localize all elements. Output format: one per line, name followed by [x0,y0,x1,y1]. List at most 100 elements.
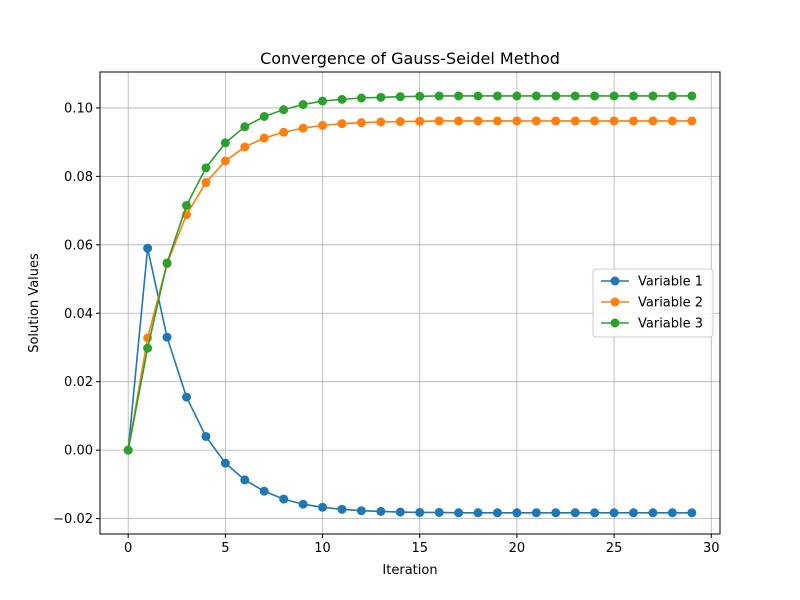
data-point [279,494,289,504]
x-tick-label: 10 [314,541,331,556]
data-point [473,508,483,518]
data-point [259,486,269,496]
data-point [376,117,386,127]
x-tick-label: 15 [411,541,428,556]
data-point [298,123,308,133]
data-point [609,116,619,126]
data-point [531,508,541,518]
data-point [531,116,541,126]
data-point [337,94,347,104]
legend-label: Variable 2 [638,296,703,311]
data-point [356,118,366,128]
data-point [143,243,153,253]
y-tick-label: −0.02 [53,512,93,527]
data-point [201,431,211,441]
legend-label: Variable 1 [638,275,703,290]
data-point [395,117,405,127]
data-point [512,116,522,126]
data-point [123,445,133,455]
data-point [629,116,639,126]
x-tick-label: 20 [509,541,526,556]
legend-label: Variable 3 [638,317,703,332]
data-point [648,91,658,101]
data-point [454,116,464,126]
data-point [318,120,328,130]
legend-marker [610,318,620,328]
data-point [570,508,580,518]
data-point [337,119,347,129]
data-point [376,506,386,516]
data-point [240,122,250,132]
x-tick-label: 5 [221,541,229,556]
data-point [415,507,425,517]
data-point [590,91,600,101]
y-tick-label: 0.02 [64,375,93,390]
data-point [590,116,600,126]
data-point [201,178,211,188]
data-point [415,116,425,126]
legend-item: Variable 3 [601,317,703,332]
data-point [551,91,561,101]
y-tick-label: 0.04 [64,307,93,322]
data-point [318,502,328,512]
data-point [492,116,502,126]
data-point [570,91,580,101]
data-point [337,504,347,514]
y-axis-label: Solution Values [27,253,42,353]
plot-series [123,91,697,518]
data-point [570,116,580,126]
legend-marker [610,297,620,307]
y-tick-label: 0.08 [64,170,93,185]
data-point [259,111,269,121]
data-point [434,116,444,126]
data-point [551,508,561,518]
data-point [473,116,483,126]
data-point [279,105,289,115]
data-point [667,116,677,126]
data-point [434,507,444,517]
data-point [220,156,230,166]
data-point [667,91,677,101]
data-point [356,93,366,103]
data-point [492,508,502,518]
y-tick-label: 0.00 [64,444,93,459]
legend-box [592,268,714,338]
data-point [590,508,600,518]
data-point [687,91,697,101]
data-point [162,332,172,342]
data-point [667,508,677,518]
data-point [687,508,697,518]
legend: Variable 1 Variable 2 Variable 3 [592,268,714,338]
x-tick-label: 30 [703,541,720,556]
data-point [220,458,230,468]
data-point [240,475,250,485]
plot-frame [99,71,721,535]
data-point [609,508,619,518]
data-point [648,116,658,126]
data-point [376,92,386,102]
data-point [415,91,425,101]
data-point [492,91,502,101]
x-tick-label: 0 [124,541,132,556]
data-point [220,138,230,148]
series-1 [123,243,697,518]
data-point [687,116,697,126]
data-point [648,508,658,518]
data-point [279,127,289,137]
data-point [181,392,191,402]
series-3 [123,91,697,455]
data-point [473,91,483,101]
legend-marker [610,276,620,286]
data-point [609,91,619,101]
axis-ticks: 0 5 10 15 20 25 30 −0.02 0.00 0.02 0.04 0.06 0.08 0.1… [53,101,719,556]
data-point [298,100,308,110]
data-point [259,133,269,143]
data-point [629,91,639,101]
x-axis-label: Iteration [382,563,437,578]
data-point [512,91,522,101]
data-point [512,508,522,518]
data-point [298,499,308,509]
y-tick-label: 0.10 [64,101,93,116]
data-point [629,508,639,518]
